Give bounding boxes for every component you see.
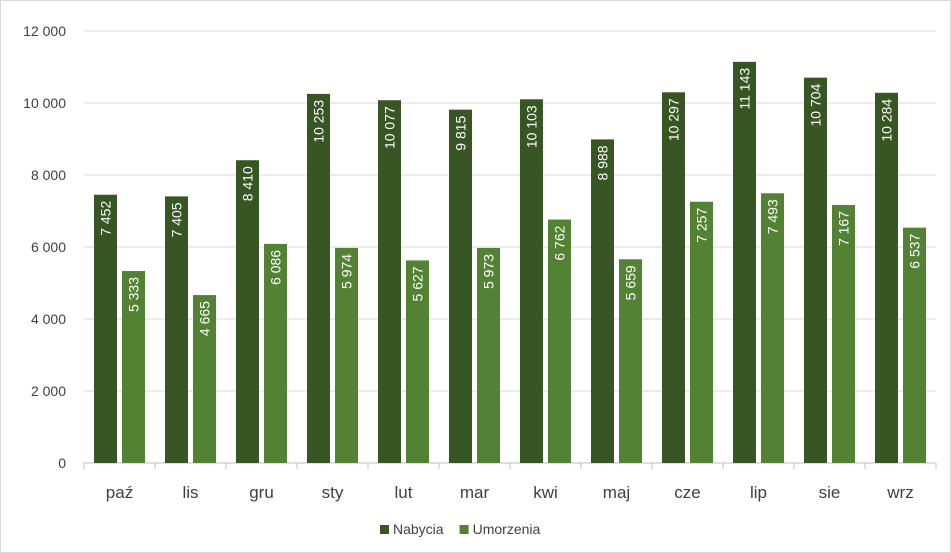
- bar-umorzenia: [619, 259, 642, 463]
- bar-umorzenia: [193, 295, 216, 463]
- bar-nabycia: [591, 139, 614, 463]
- data-label: 6 086: [268, 250, 284, 285]
- bar-umorzenia: [477, 247, 500, 463]
- data-label: 6 537: [907, 233, 923, 268]
- x-category-label: paź: [106, 483, 133, 502]
- data-label: 4 665: [197, 301, 213, 336]
- bar-umorzenia: [406, 260, 429, 463]
- x-category-label: kwi: [533, 483, 558, 502]
- x-category-label: cze: [674, 483, 700, 502]
- y-tick-label: 0: [58, 455, 66, 471]
- x-category-label: mar: [460, 483, 490, 502]
- bar-nabycia: [165, 196, 188, 464]
- bar-umorzenia: [122, 271, 145, 463]
- y-tick-label: 8 000: [31, 167, 66, 183]
- x-category-label: wrz: [886, 483, 913, 502]
- y-tick-label: 4 000: [31, 311, 66, 327]
- bar-umorzenia: [832, 204, 855, 463]
- legend-label: Nabycia: [393, 521, 444, 537]
- bar-umorzenia: [903, 227, 926, 463]
- legend-swatch-nabycia: [380, 525, 389, 534]
- x-category-label: gru: [249, 483, 274, 502]
- bar-nabycia: [804, 77, 827, 463]
- bar-umorzenia: [335, 247, 358, 463]
- x-category-label: lip: [750, 483, 767, 502]
- data-label: 8 410: [240, 166, 256, 201]
- x-category-label: sie: [819, 483, 841, 502]
- data-label: 7 257: [694, 208, 710, 243]
- bar-umorzenia: [548, 219, 571, 463]
- bar-umorzenia: [690, 201, 713, 464]
- data-label: 7 405: [169, 202, 185, 237]
- legend-label: Umorzenia: [473, 521, 541, 537]
- data-label: 10 284: [879, 99, 895, 142]
- data-label: 10 704: [808, 83, 824, 126]
- data-label: 6 762: [552, 225, 568, 260]
- data-label: 10 077: [382, 106, 398, 149]
- bar-nabycia: [449, 109, 472, 463]
- bar-nabycia: [236, 160, 259, 464]
- data-label: 7 493: [765, 199, 781, 234]
- data-label: 5 333: [126, 277, 142, 312]
- bar-nabycia: [378, 100, 401, 463]
- data-label: 11 143: [737, 68, 753, 110]
- data-label: 5 659: [623, 265, 639, 300]
- y-tick-label: 6 000: [31, 239, 66, 255]
- bar-nabycia: [662, 92, 685, 464]
- x-category-label: lis: [182, 483, 198, 502]
- data-label: 5 974: [339, 254, 355, 289]
- data-label: 5 973: [481, 254, 497, 289]
- x-category-label: sty: [322, 483, 344, 502]
- bar-nabycia: [307, 93, 330, 463]
- bar-nabycia: [733, 61, 756, 464]
- legend-swatch-umorzenia: [459, 525, 469, 534]
- data-label: 7 167: [836, 211, 852, 246]
- bar-umorzenia: [761, 193, 784, 463]
- y-tick-label: 2 000: [31, 383, 66, 399]
- data-label: 5 627: [410, 266, 426, 301]
- x-category-label: lut: [395, 483, 413, 502]
- data-label: 10 103: [524, 105, 540, 148]
- bar-umorzenia: [264, 243, 287, 463]
- bar-nabycia: [520, 99, 543, 464]
- bar-nabycia: [94, 194, 117, 463]
- y-tick-label: 10 000: [23, 95, 66, 111]
- data-label: 10 297: [666, 98, 682, 141]
- y-tick-label: 12 000: [23, 23, 66, 39]
- data-label: 9 815: [453, 115, 469, 150]
- x-category-label: maj: [603, 483, 630, 502]
- data-label: 7 452: [98, 201, 114, 236]
- bar-nabycia: [875, 92, 898, 463]
- data-label: 10 253: [311, 100, 327, 143]
- data-label: 8 988: [595, 145, 611, 180]
